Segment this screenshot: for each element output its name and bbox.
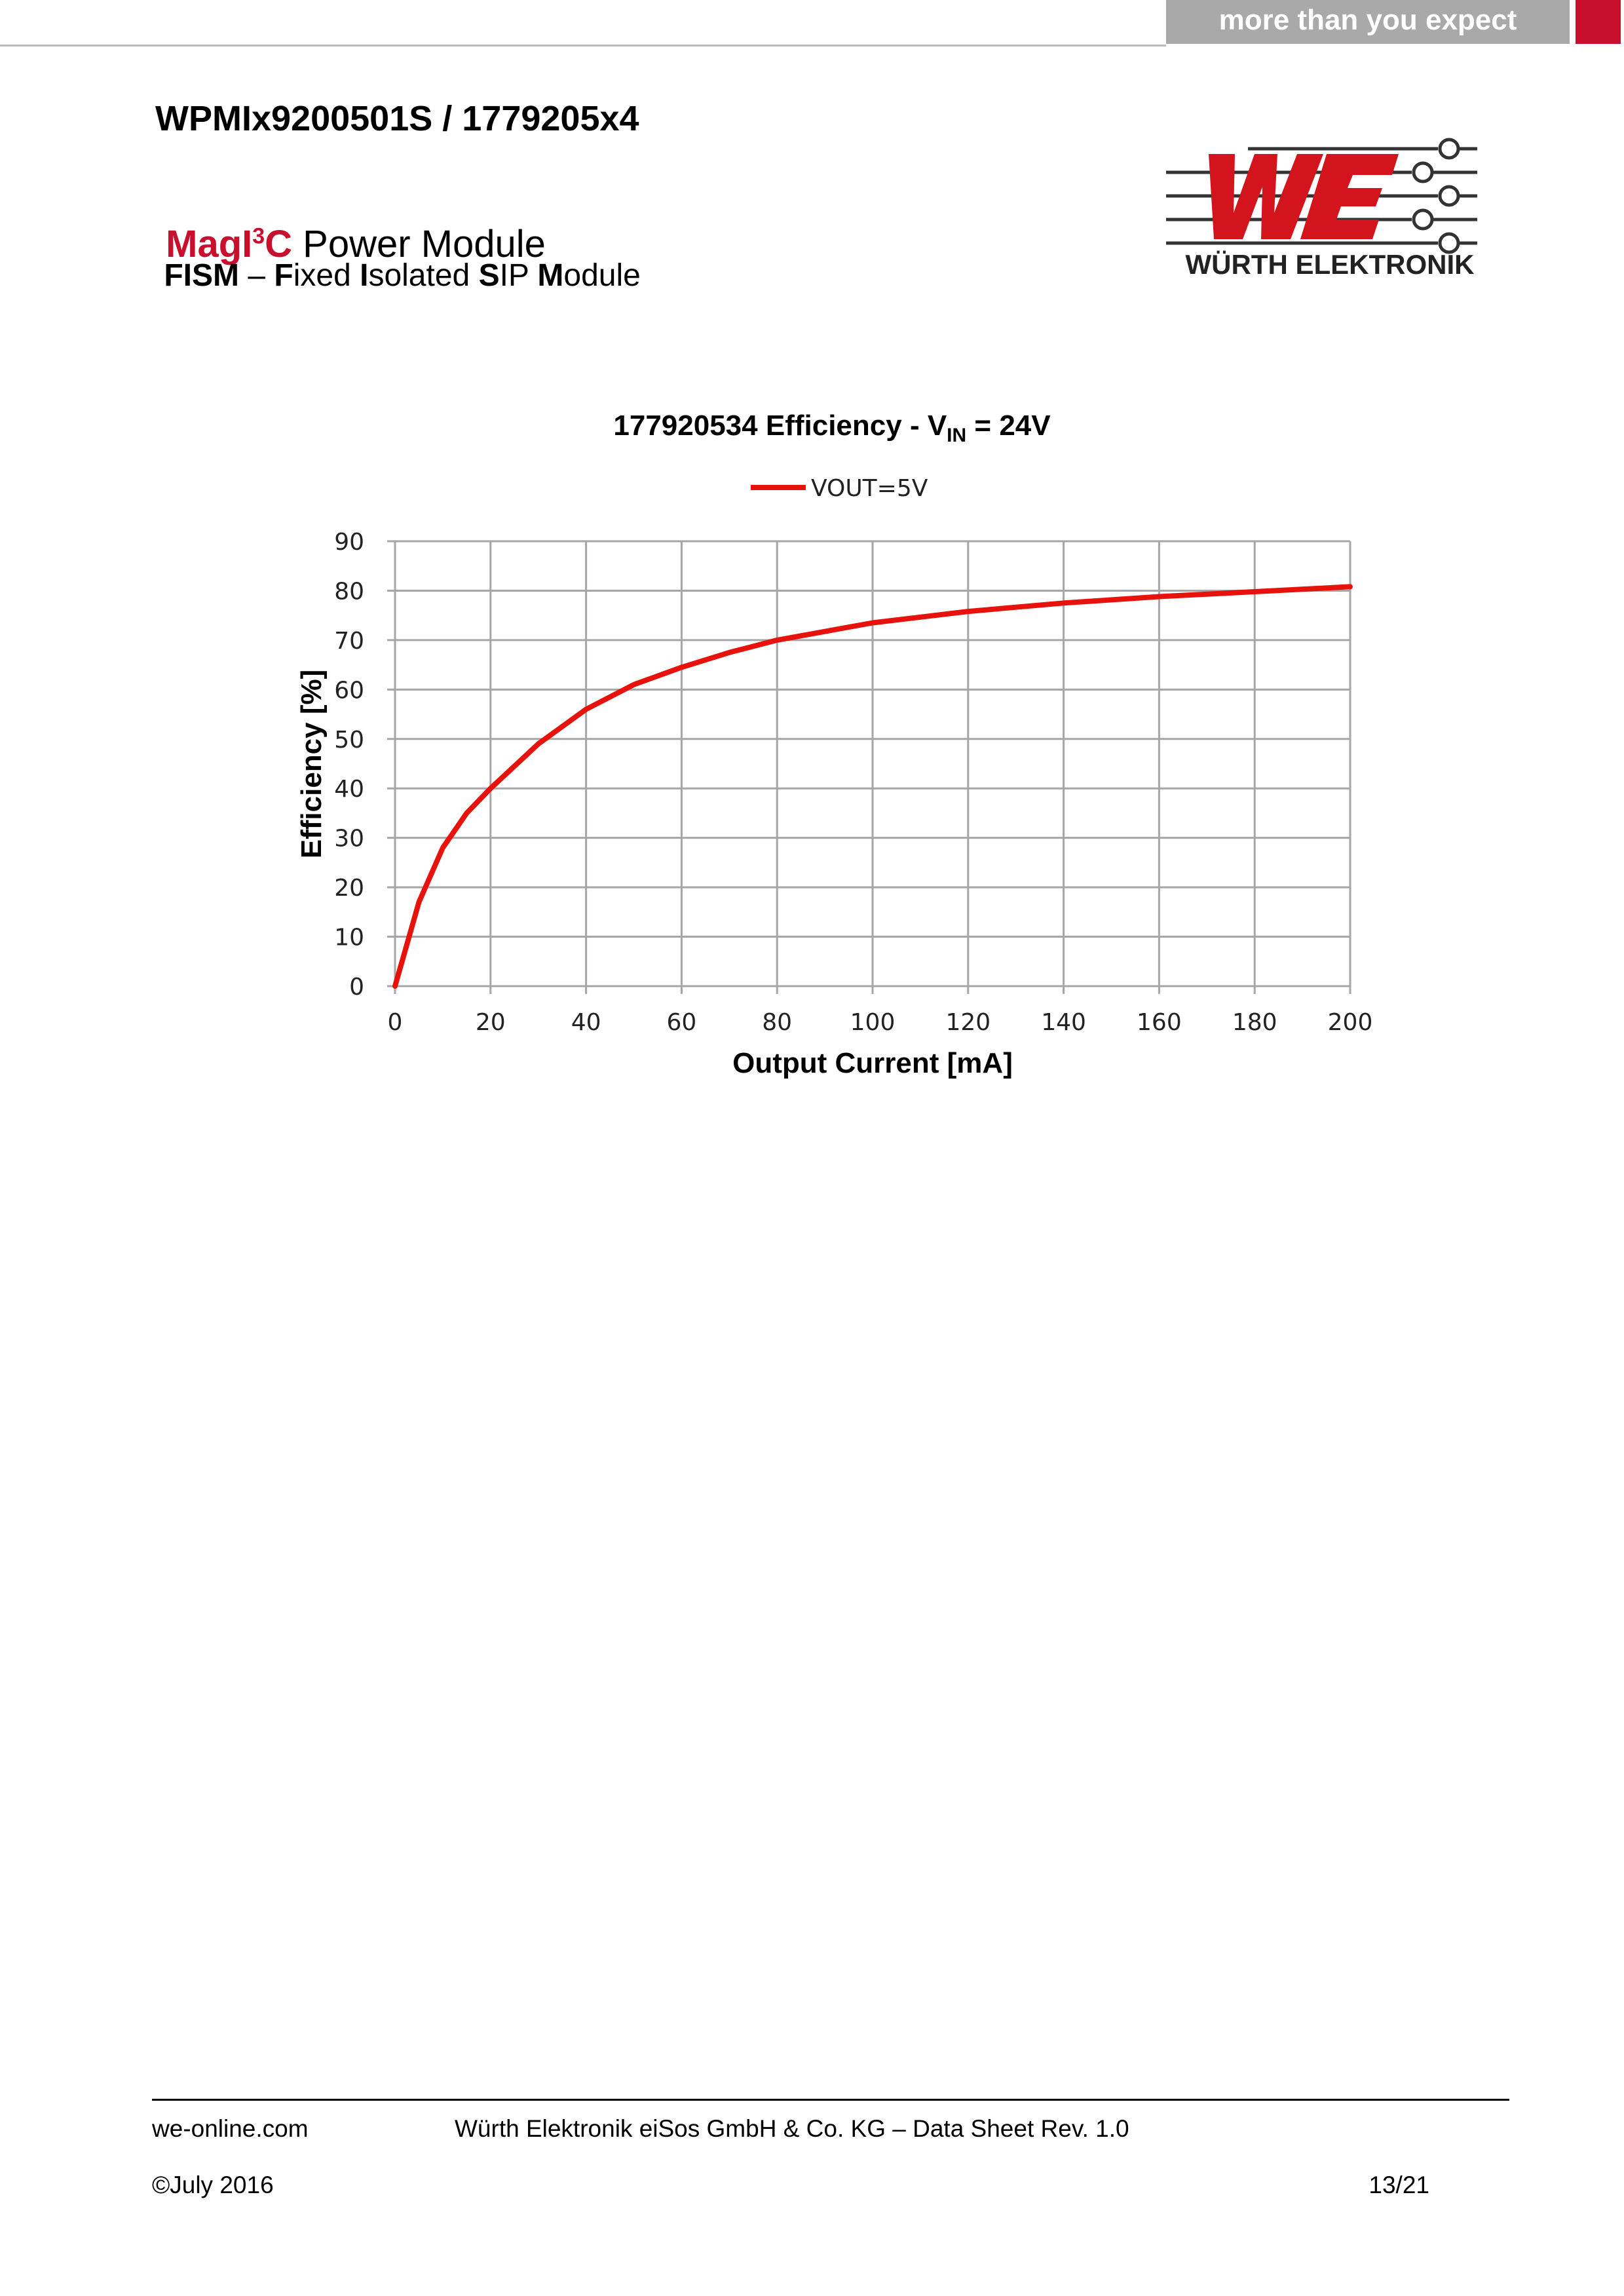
x-axis-label: Output Current [mA] [732,1047,1013,1079]
banner-text: more than you expect [1218,4,1517,36]
x-tick-label: 120 [945,1009,991,1036]
y-tick-label: 80 [334,578,364,605]
sub-part: M [537,258,564,293]
y-tick-label: 90 [334,529,364,556]
sub-part: IP [499,258,538,293]
y-tick-label: 10 [334,925,364,951]
sub-part: solated [368,258,479,293]
sub-part: ixed [293,258,360,293]
x-tick-label: 0 [388,1009,403,1036]
footer-rule [152,2099,1509,2101]
sub-part: I [360,258,369,293]
x-tick-label: 80 [762,1009,792,1036]
footer-company: Würth Elektronik eiSos GmbH & Co. KG – D… [455,2115,1129,2142]
title-sub: IN [947,425,966,446]
y-tick-label: 30 [334,826,364,852]
data-line [392,584,1353,989]
chart-title: 177920534 Efficiency - VIN = 24V [613,410,1051,446]
subtitle: FISM – Fixed Isolated SIP Module [155,221,641,294]
logo-text: WÜRTH ELEKTRONIK [1186,249,1475,280]
x-tick-label: 100 [850,1009,896,1036]
x-tick-label: 60 [666,1009,696,1036]
sub-part: – [239,258,274,293]
x-tick-label: 140 [1041,1009,1086,1036]
x-tick-label: 200 [1328,1009,1373,1036]
sub-part: odule [563,258,641,293]
x-tick-label: 180 [1232,1009,1277,1036]
footer-website: we-online.com [152,2115,309,2142]
y-tick-label: 70 [334,628,364,655]
product-sup: 3 [252,223,265,249]
footer-date: ©July 2016 [152,2172,274,2198]
sub-part: S [478,258,500,293]
x-tick-label: 40 [571,1009,601,1036]
footer-page: 13/21 [1369,2172,1429,2198]
banner-box [1166,0,1570,44]
title-part: 177920534 Efficiency - V [613,410,947,442]
title-part: = 24V [966,410,1051,442]
logo-w [1209,154,1323,239]
y-tick-label: 40 [334,776,364,803]
logo-e [1300,154,1399,239]
y-tick-label: 50 [334,727,364,754]
y-axis-label: Efficiency [%] [295,670,328,859]
product-desc: Power Module [292,223,546,265]
legend-label: VOUT=5V [811,475,928,502]
logo: WÜRTH ELEKTRONIK [1166,138,1477,280]
product-line: MagI3C Power Module [155,178,546,266]
sub-part: FISM [164,258,239,293]
header-rule [0,45,1166,47]
banner-square [1576,0,1621,44]
product-name: C [265,223,293,265]
chart: 177920534 Efficiency - VIN = 24V Output … [295,410,1373,1079]
sub-part: F [274,258,293,293]
y-tick-label: 0 [349,974,364,1001]
product-name: MagI [166,223,253,265]
doc-title: WPMIx9200501S / 1779205x4 [155,99,639,138]
x-tick-label: 160 [1137,1009,1182,1036]
x-tick-label: 20 [476,1009,506,1036]
y-tick-label: 20 [334,875,364,902]
y-tick-label: 60 [334,677,364,704]
